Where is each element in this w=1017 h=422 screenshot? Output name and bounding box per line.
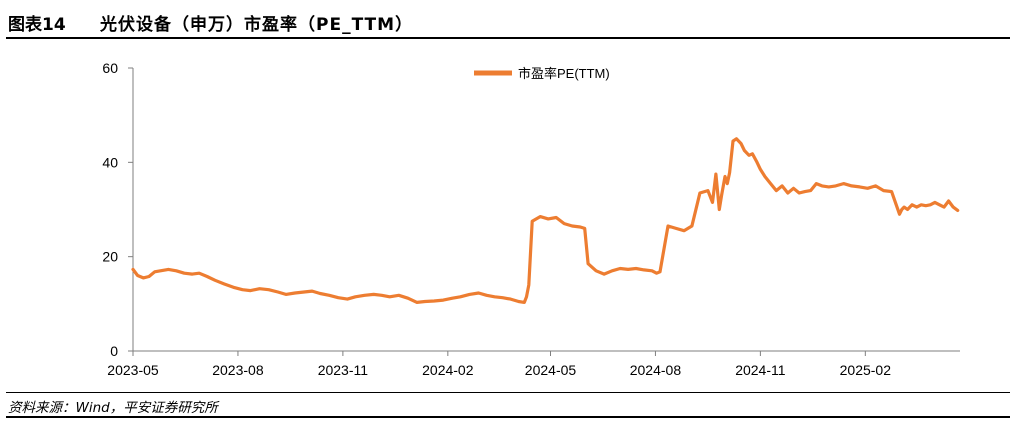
x-tick-label: 2024-02 [422, 362, 474, 378]
pe-line-chart: 0 20 40 60 2023-05 2023-08 2023-11 2024-02 2024… [102, 60, 960, 378]
figure-header: 图表14 光伏设备（申万）市盈率（PE_TTM） [6, 7, 1010, 39]
y-tick-label: 40 [102, 154, 118, 170]
x-tick-label: 2024-08 [630, 362, 682, 378]
x-axis-ticks: 2023-05 2023-08 2023-11 2024-02 2024-05 2024-… [107, 351, 891, 378]
x-tick-label: 2024-11 [735, 362, 786, 378]
source-note: 资料来源：Wind，平安证券研究所 [8, 400, 218, 416]
x-tick-label: 2023-11 [318, 362, 369, 378]
x-tick-label: 2024-05 [525, 362, 577, 378]
series-line-pe-ttm [131, 137, 960, 304]
y-tick-label: 20 [102, 249, 118, 265]
y-tick-label: 60 [102, 60, 118, 76]
x-tick-label: 2023-05 [107, 362, 159, 378]
series-layer [131, 137, 960, 304]
x-tick-label: 2025-02 [840, 362, 892, 378]
x-tick-label: 2023-08 [212, 362, 264, 378]
chart-axes [132, 68, 960, 352]
y-axis-ticks: 0 20 40 60 [102, 60, 133, 359]
chart-legend: 市盈率PE(TTM) [474, 66, 610, 81]
bottom-rule [6, 416, 1010, 418]
figure-label: 图表14 [8, 15, 66, 35]
y-tick-label: 0 [110, 343, 118, 359]
figure-title: 光伏设备（申万）市盈率（PE_TTM） [100, 15, 414, 35]
footer-divider [6, 392, 1010, 393]
legend-label: 市盈率PE(TTM) [518, 66, 610, 81]
